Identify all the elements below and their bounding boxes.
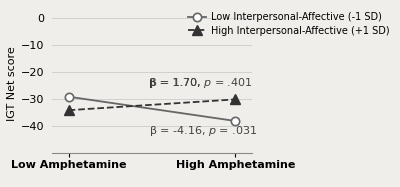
Text: β = -4.16, $p$ = .031: β = -4.16, $p$ = .031 (149, 125, 257, 138)
Text: β = 1.70, $p$ = .401: β = 1.70, $p$ = .401 (149, 76, 252, 90)
Y-axis label: IGT Net score: IGT Net score (7, 46, 17, 121)
Legend: Low Interpersonal-Affective (-1 SD), High Interpersonal-Affective (+1 SD): Low Interpersonal-Affective (-1 SD), Hig… (186, 10, 391, 38)
Text: β = 1.70,: β = 1.70, (149, 78, 204, 88)
